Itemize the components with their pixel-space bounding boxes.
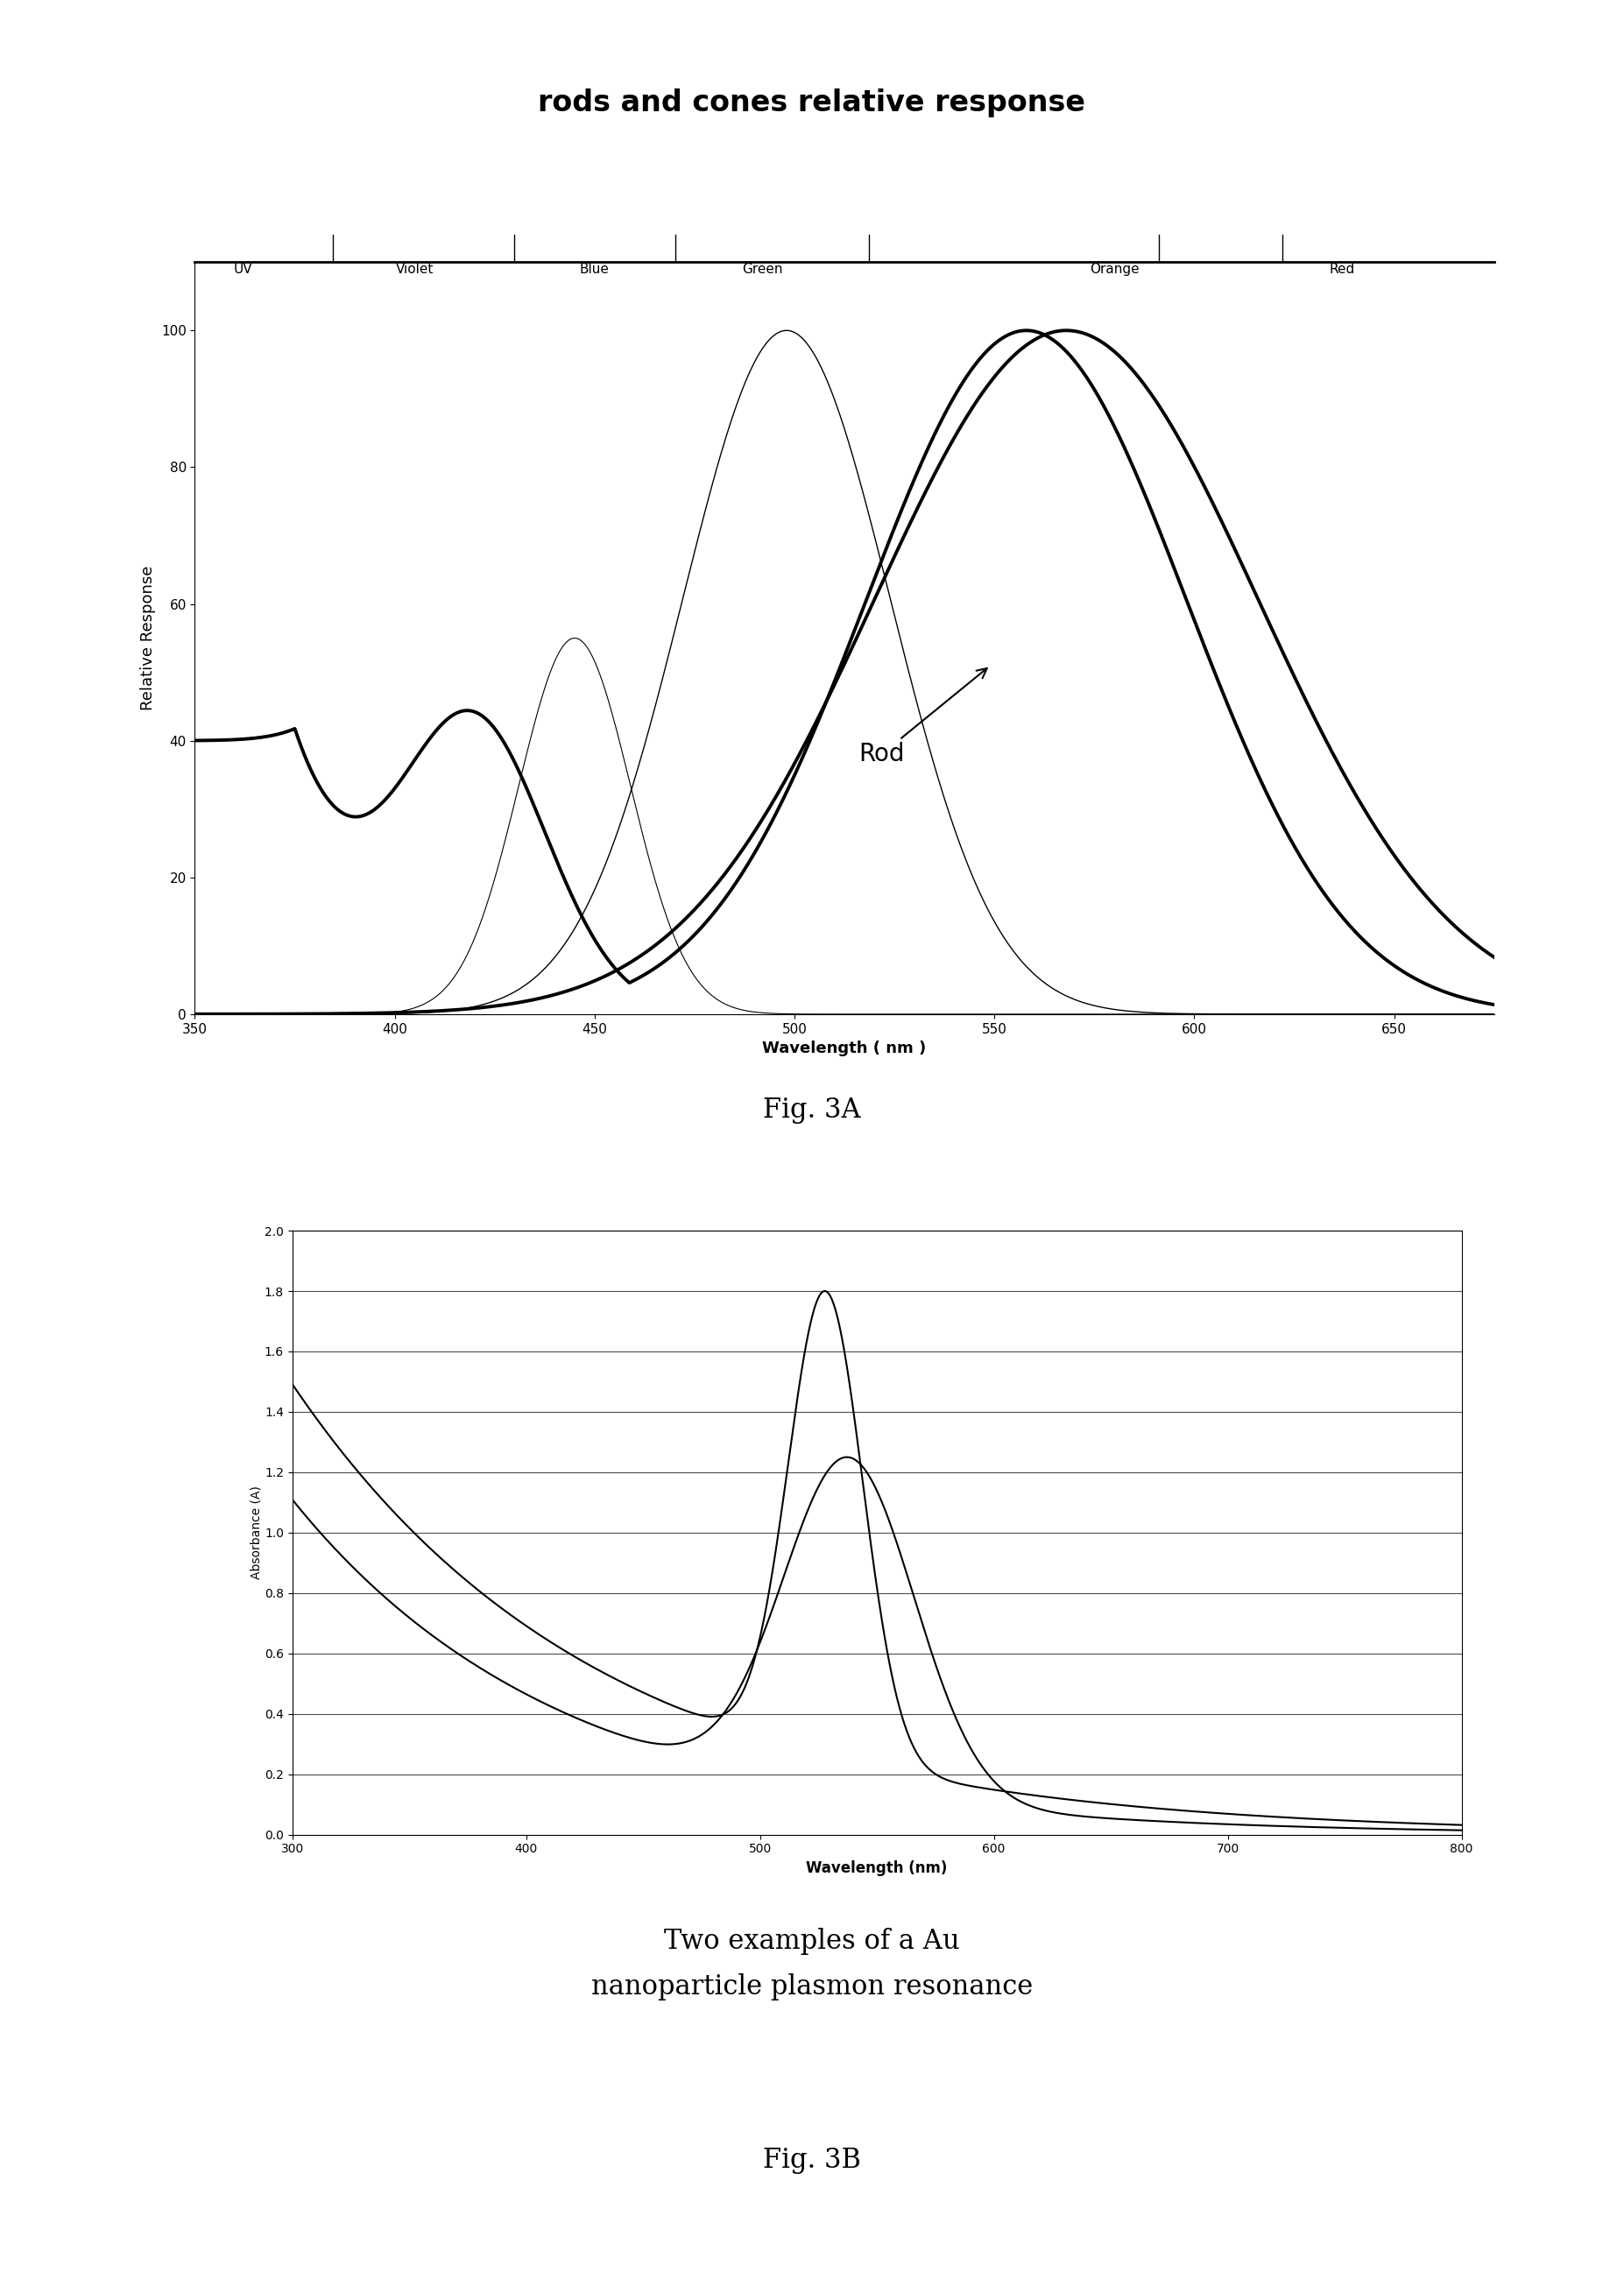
Text: Fig. 3A: Fig. 3A — [763, 1096, 861, 1124]
Text: Blue: Blue — [580, 262, 609, 276]
Text: Red: Red — [1330, 262, 1354, 276]
Text: Orange: Orange — [1090, 262, 1138, 276]
Y-axis label: Absorbance (A): Absorbance (A) — [250, 1486, 261, 1579]
Text: Two examples of a Au: Two examples of a Au — [664, 1928, 960, 1955]
Text: Fig. 3B: Fig. 3B — [763, 2147, 861, 2174]
Text: Violet: Violet — [396, 262, 434, 276]
Text: nanoparticle plasmon resonance: nanoparticle plasmon resonance — [591, 1974, 1033, 2001]
Text: rods and cones relative response: rods and cones relative response — [538, 89, 1086, 116]
Y-axis label: Relative Response: Relative Response — [140, 565, 156, 711]
Text: UV: UV — [234, 262, 252, 276]
Text: Rod: Rod — [859, 668, 987, 766]
Text: Green: Green — [742, 262, 783, 276]
X-axis label: Wavelength ( nm ): Wavelength ( nm ) — [763, 1042, 926, 1057]
X-axis label: Wavelength (nm): Wavelength (nm) — [806, 1860, 948, 1876]
